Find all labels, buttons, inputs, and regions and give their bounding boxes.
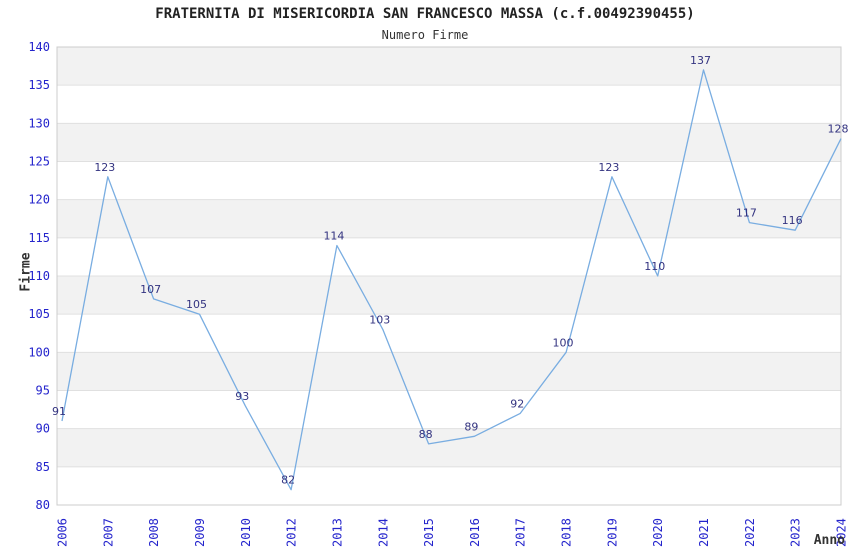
data-point-label: 123 [598,161,619,174]
x-tick-label: 2017 [514,518,528,547]
data-point-label: 105 [186,298,207,311]
x-tick-label: 2009 [193,518,207,547]
x-axis-title: Anno [813,533,845,548]
y-tick-label: 130 [28,116,50,130]
y-axis-title: Firme [18,252,34,292]
data-point-label: 107 [140,283,161,296]
data-point-label: 137 [690,54,711,67]
data-point-label: 110 [644,260,665,273]
x-tick-label: 2007 [101,518,115,547]
x-tick-label: 2020 [651,518,665,547]
y-tick-label: 100 [28,345,50,359]
chart-title: FRATERNITA DI MISERICORDIA SAN FRANCESCO… [155,6,695,22]
data-point-label: 93 [235,390,249,403]
x-tick-label: 2013 [330,518,344,547]
data-point-label: 91 [52,405,66,418]
plot-band [57,47,841,86]
x-tick-label: 2012 [285,518,299,547]
x-tick-label: 2014 [376,518,390,547]
plot-band [57,199,841,238]
x-tick-label: 2015 [422,518,436,547]
data-line [61,69,842,491]
data-point-label: 100 [553,336,574,349]
y-tick-label: 140 [28,40,50,54]
data-point-label: 123 [94,161,115,174]
x-tick-label: 2008 [147,518,161,547]
data-point-label: 103 [369,313,390,326]
data-point-label: 92 [510,397,524,410]
y-tick-label: 90 [36,422,50,436]
plot-band [57,123,841,162]
x-tick-label: 2006 [56,518,70,547]
plot-band [57,428,841,467]
data-point-label: 89 [464,420,478,433]
plot-band [57,276,841,315]
y-tick-label: 105 [28,307,50,321]
y-tick-label: 95 [36,384,50,398]
y-tick-label: 110 [28,269,50,283]
data-point-label: 114 [323,229,344,242]
y-tick-label: 85 [36,460,50,474]
x-tick-label: 2024 [835,518,849,547]
x-tick-label: 2018 [560,518,574,547]
data-point-label: 116 [782,214,803,227]
y-tick-label: 135 [28,78,50,92]
y-tick-label: 115 [28,231,50,245]
plot-band [57,352,841,391]
y-tick-label: 125 [28,155,50,169]
y-tick-label: 80 [36,498,50,512]
x-tick-label: 2016 [468,518,482,547]
chart-subtitle: Numero Firme [381,28,469,42]
x-tick-label: 2021 [697,518,711,547]
data-point-label: 128 [828,123,849,136]
x-tick-label: 2023 [789,518,803,547]
x-tick-label: 2010 [239,518,253,547]
y-tick-label: 120 [28,193,50,207]
data-point-label: 117 [736,207,757,220]
x-tick-label: 2022 [743,518,757,547]
data-point-label: 82 [281,474,295,487]
x-tick-label: 2019 [605,518,619,547]
data-point-label: 88 [419,428,433,441]
plot-border [56,46,842,506]
